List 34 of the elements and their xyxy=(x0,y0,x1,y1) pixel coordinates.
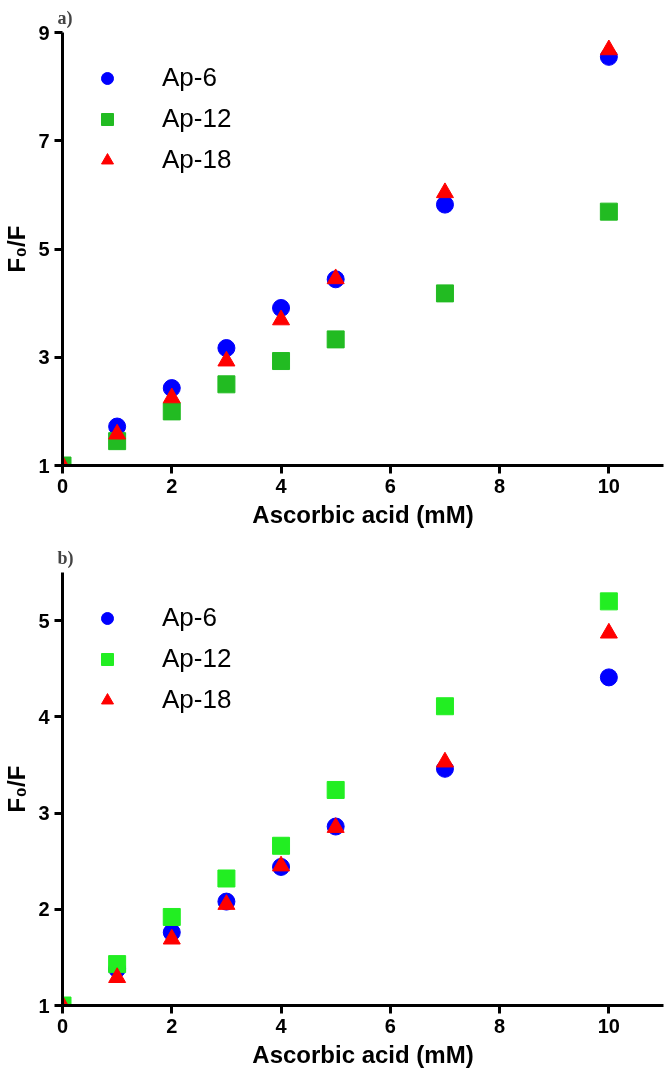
legend-label: Ap-12 xyxy=(162,103,232,134)
x-axis-title: Ascorbic acid (mM) xyxy=(252,1040,474,1068)
x-tick-label: 4 xyxy=(275,474,288,497)
y-tick-label: 5 xyxy=(38,238,50,260)
y-tick-label: 3 xyxy=(38,802,50,825)
y-tick-label: 9 xyxy=(38,21,50,44)
y-axis-title: F₀/F xyxy=(3,765,31,813)
legend-label: Ap-6 xyxy=(162,602,217,633)
x-tick-label: 0 xyxy=(56,1014,69,1037)
legend-label: Ap-12 xyxy=(162,643,232,674)
y-tick-label: 1 xyxy=(38,454,50,477)
legend-label: Ap-6 xyxy=(162,62,217,93)
legend-label: Ap-18 xyxy=(162,144,232,175)
x-tick-label: 6 xyxy=(384,1014,396,1037)
chart-title: b) xyxy=(57,547,74,569)
x-tick-label: 2 xyxy=(166,1014,178,1037)
y-tick-label: 7 xyxy=(38,129,50,152)
y-tick-label: 3 xyxy=(38,346,50,369)
y-tick-label: 5 xyxy=(38,609,50,632)
legend-label: Ap-18 xyxy=(162,684,232,715)
y-tick-label: 2 xyxy=(38,898,50,921)
y-tick-label: 1 xyxy=(38,994,50,1017)
x-tick-label: 8 xyxy=(494,474,506,497)
x-tick-label: 8 xyxy=(494,1014,506,1037)
x-tick-label: 4 xyxy=(275,1014,288,1037)
x-tick-label: 6 xyxy=(384,474,396,497)
x-tick-label: 10 xyxy=(597,474,620,497)
y-tick-label: 4 xyxy=(38,705,51,728)
x-tick-label: 2 xyxy=(166,474,178,497)
x-axis-title: Ascorbic acid (mM) xyxy=(252,500,474,528)
x-tick-label: 10 xyxy=(597,1014,620,1037)
y-axis-title: F₀/F xyxy=(3,225,31,273)
chart-title: a) xyxy=(57,7,73,29)
x-tick-label: 0 xyxy=(56,474,69,497)
